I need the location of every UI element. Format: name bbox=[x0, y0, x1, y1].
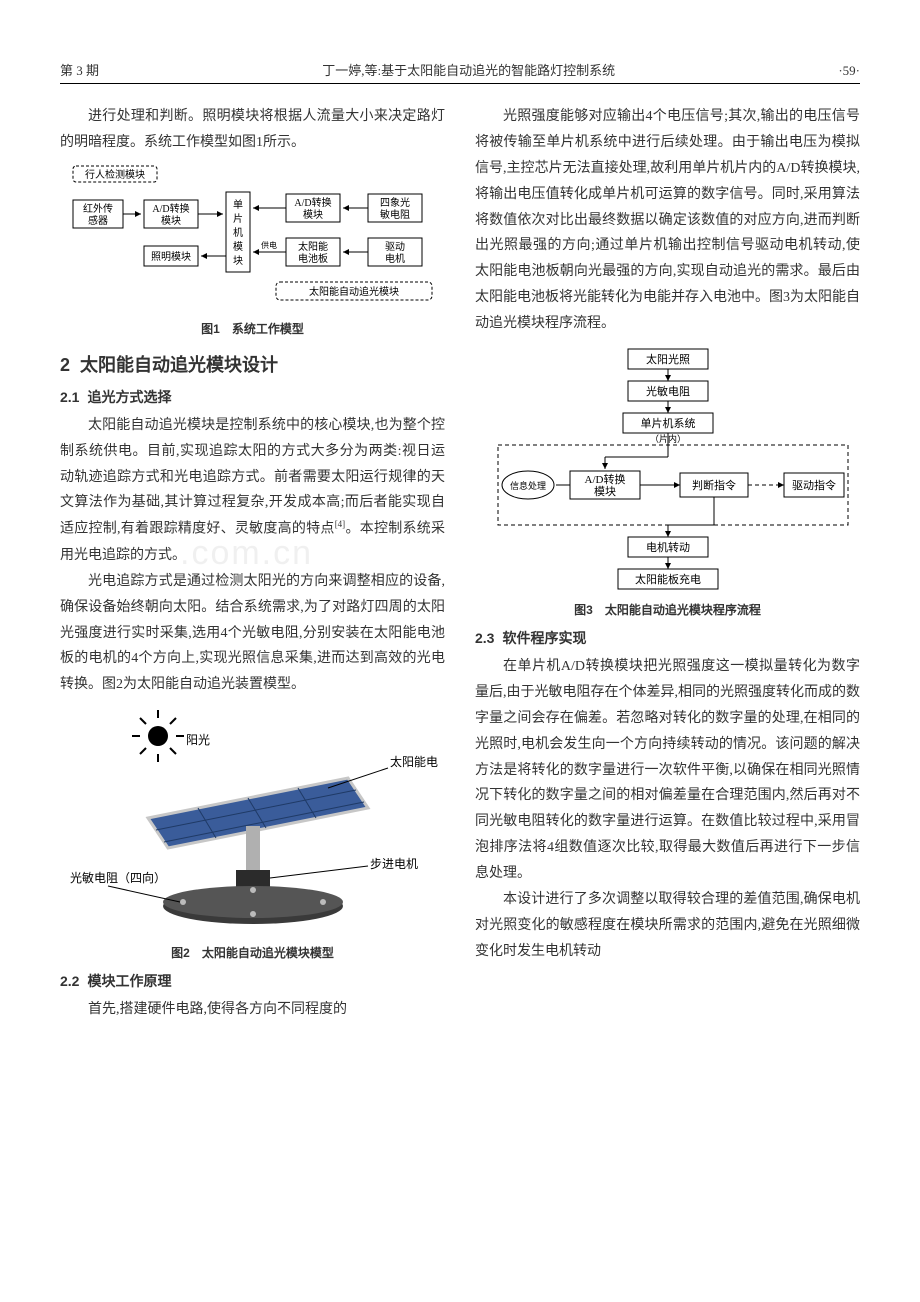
fig3-drive: 驱动指令 bbox=[792, 478, 836, 492]
section-2-heading: 2 太阳能自动追光模块设计 bbox=[60, 351, 445, 377]
svg-text:四象光: 四象光 bbox=[380, 196, 410, 209]
svg-text:A/D转换: A/D转换 bbox=[584, 472, 625, 486]
fig3-info: 信息处理 bbox=[509, 480, 545, 491]
figure-2: 阳光 太阳能电池板 步进电机 bbox=[60, 708, 445, 938]
svg-text:电池板: 电池板 bbox=[298, 252, 328, 265]
left-column: 进行处理和判断。照明模块将根据人流量大小来决定路灯的明暗程度。系统工作模型如图1… bbox=[60, 104, 445, 1023]
fig1-supply: 供电 bbox=[261, 240, 277, 250]
section-2-num: 2 bbox=[60, 355, 70, 375]
svg-text:驱动: 驱动 bbox=[385, 241, 405, 253]
figure-3: 太阳光照 光敏电阻 单片机系统 （片内） 信息处理 A/D转 bbox=[475, 345, 860, 595]
svg-text:块: 块 bbox=[233, 255, 243, 267]
section-23-num: 2.3 bbox=[475, 630, 494, 646]
svg-text:A/D转换: A/D转换 bbox=[294, 196, 331, 209]
fig3-charge: 太阳能板充电 bbox=[635, 572, 701, 586]
page-number: ·59· bbox=[838, 63, 860, 79]
figure-3-svg: 太阳光照 光敏电阻 单片机系统 （片内） 信息处理 A/D转 bbox=[478, 345, 858, 595]
section-21-heading: 2.1 追光方式选择 bbox=[60, 387, 445, 407]
fig1-infrared-l1: 红外传 bbox=[83, 202, 113, 215]
svg-text:机: 机 bbox=[233, 226, 243, 239]
fig1-ad1-l1: A/D转换 bbox=[152, 202, 189, 215]
fig1-pedestrian: 行人检测模块 bbox=[85, 168, 145, 181]
running-title: 丁一婷,等:基于太阳能自动追光的智能路灯控制系统 bbox=[99, 60, 838, 79]
svg-text:片: 片 bbox=[233, 212, 243, 225]
paragraph-21b: 光电追踪方式是通过检测太阳光的方向来调整相应的设备,确保设备始终朝向太阳。结合系… bbox=[60, 569, 445, 698]
figure-1-caption: 图1 系统工作模型 bbox=[60, 320, 445, 337]
svg-text:模块: 模块 bbox=[303, 209, 323, 221]
paragraph-23b: 本设计进行了多次调整以取得较合理的差值范围,确保电机对光照变化的敏感程度在模块所… bbox=[475, 887, 860, 965]
section-21-title: 追光方式选择 bbox=[87, 389, 171, 405]
paragraph-23a: 在单片机A/D转换模块把光照强度这一模拟量转化为数字量后,由于光敏电阻存在个体差… bbox=[475, 654, 860, 887]
section-2-title: 太阳能自动追光模块设计 bbox=[80, 355, 278, 375]
paragraph-22: 首先,搭建硬件电路,使得各方向不同程度的 bbox=[60, 997, 445, 1023]
fig3-judge: 判断指令 bbox=[692, 478, 736, 492]
fig1-ad1-l2: 模块 bbox=[161, 215, 181, 227]
svg-text:电机: 电机 bbox=[385, 252, 405, 265]
issue-label: 第 3 期 bbox=[60, 60, 99, 79]
right-column: 光照强度能够对应输出4个电压信号;其次,输出的电压信号将被传输至单片机系统中进行… bbox=[475, 104, 860, 1023]
fig3-rotate: 电机转动 bbox=[646, 540, 690, 554]
page-header: 第 3 期 丁一婷,等:基于太阳能自动追光的智能路灯控制系统 ·59· bbox=[60, 60, 860, 84]
fig3-mcu: 单片机系统 bbox=[640, 416, 695, 430]
fig2-sun-label: 阳光 bbox=[186, 733, 210, 747]
section-22-title: 模块工作原理 bbox=[87, 973, 171, 989]
citation-4: [4] bbox=[335, 519, 346, 529]
fig2-panel-label: 太阳能电池板 bbox=[390, 754, 438, 769]
two-column-layout: 进行处理和判断。照明模块将根据人流量大小来决定路灯的明暗程度。系统工作模型如图1… bbox=[60, 104, 860, 1023]
figure-2-svg: 阳光 太阳能电池板 步进电机 bbox=[68, 708, 438, 938]
svg-text:敏电阻: 敏电阻 bbox=[380, 208, 410, 221]
fig1-infrared-l2: 感器 bbox=[88, 214, 108, 227]
fig1-lighting: 照明模块 bbox=[151, 251, 191, 263]
fig3-sun: 太阳光照 bbox=[646, 352, 690, 366]
fig1-solar-module: 太阳能自动追光模块 bbox=[309, 285, 399, 298]
fig2-stepper-label: 步进电机 bbox=[370, 857, 418, 871]
section-23-heading: 2.3 软件程序实现 bbox=[475, 628, 860, 648]
svg-text:模: 模 bbox=[233, 241, 243, 253]
paragraph-21a: 太阳能自动追光模块是控制系统中的核心模块,也为整个控制系统供电。目前,实现追踪太… bbox=[60, 413, 445, 569]
figure-1-svg: 行人检测模块 红外传 感器 A/D转换 模块 单 片 机 模 块 bbox=[68, 164, 438, 314]
svg-text:单: 单 bbox=[233, 199, 243, 211]
paragraph-right-1: 光照强度能够对应输出4个电压信号;其次,输出的电压信号将被传输至单片机系统中进行… bbox=[475, 104, 860, 337]
figure-3-caption: 图3 太阳能自动追光模块程序流程 bbox=[475, 601, 860, 618]
svg-text:模块: 模块 bbox=[594, 485, 616, 498]
fig2-ldr-label: 光敏电阻（四向） bbox=[70, 870, 166, 885]
figure-1: 行人检测模块 红外传 感器 A/D转换 模块 单 片 机 模 块 bbox=[60, 164, 445, 314]
fig3-ldr: 光敏电阻 bbox=[646, 384, 690, 398]
section-23-title: 软件程序实现 bbox=[502, 630, 586, 646]
section-21-num: 2.1 bbox=[60, 389, 79, 405]
section-22-heading: 2.2 模块工作原理 bbox=[60, 971, 445, 991]
section-22-num: 2.2 bbox=[60, 973, 79, 989]
svg-text:太阳能: 太阳能 bbox=[298, 240, 328, 253]
figure-2-caption: 图2 太阳能自动追光模块模型 bbox=[60, 944, 445, 961]
paragraph-intro: 进行处理和判断。照明模块将根据人流量大小来决定路灯的明暗程度。系统工作模型如图1… bbox=[60, 104, 445, 156]
